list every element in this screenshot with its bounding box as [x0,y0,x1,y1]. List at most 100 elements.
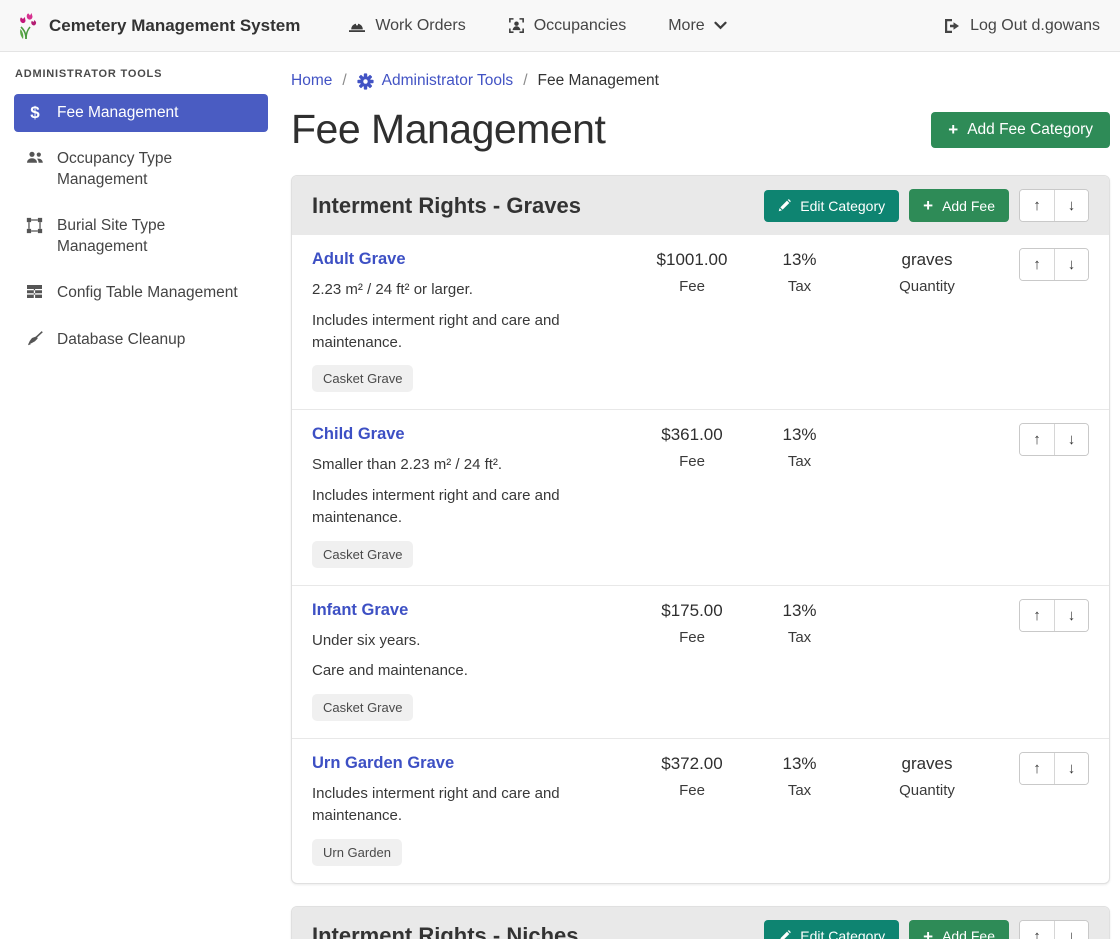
quantity-value: graves [901,250,953,269]
move-fee-down-button[interactable]: ↓ [1054,249,1088,280]
fee-amount-column: $1001.00 Fee [632,248,752,295]
fee-description: Under six years. [312,631,421,649]
plus-icon: + [923,926,934,939]
nav-item-more[interactable]: More [652,9,742,43]
fee-amount-label: Fee [679,628,705,646]
sidebar-item-burial-site-type-management[interactable]: Burial Site Type Management [14,207,268,266]
add-fee-button[interactable]: + Add Fee [909,919,1009,939]
add-fee-label: Add Fee [942,928,995,939]
move-fee-down-button[interactable]: ↓ [1054,599,1088,631]
move-category-up-button[interactable]: ↑ [1020,190,1054,221]
add-fee-button[interactable]: + Add Fee [909,189,1009,222]
fee-description: Care and maintenance. [312,662,468,680]
move-fee-down-button[interactable]: ↓ [1054,424,1088,456]
add-fee-category-label: Add Fee Category [967,120,1093,138]
sidebar-item-label: Occupancy Type Management [57,150,173,188]
sidebar-item-label: Fee Management [57,104,179,121]
sidebar-item-label: Burial Site Type Management [57,217,166,255]
fee-info: Urn Garden Grave Includes interment righ… [312,752,632,866]
category-actions: Edit Category + Add Fee ↑ ↓ [764,919,1089,939]
move-fee-up-button[interactable]: ↑ [1020,599,1054,631]
fee-reorder-group: ↑ ↓ [1019,752,1089,785]
tax-value: 13% [782,754,817,773]
breadcrumb-admin-tools-label: Administrator Tools [381,72,514,89]
fee-type-badge: Casket Grave [312,540,414,568]
chevron-down-icon [714,21,727,30]
move-category-down-button[interactable]: ↓ [1054,190,1088,221]
nav-item-work-orders[interactable]: Work Orders [332,9,481,43]
edit-category-label: Edit Category [800,197,886,214]
tulip-logo-icon [18,12,40,40]
quantity-column-empty [847,423,1007,425]
move-fee-up-button[interactable]: ↑ [1020,249,1054,280]
category-title: Interment Rights - Graves [312,192,581,218]
plus-icon: + [923,196,934,215]
table-icon [26,284,44,299]
move-category-up-button[interactable]: ↑ [1020,920,1054,939]
fee-type-badge: Casket Grave [312,694,414,721]
category-header: Interment Rights - Graves Edit Category … [292,176,1109,235]
fee-row-child-grave: Child Grave Smaller than 2.23 m² / 24 ft… [292,409,1109,584]
category-reorder-group: ↑ ↓ [1019,189,1089,222]
breadcrumb-current: Fee Management [537,72,660,89]
sidebar-item-label: Database Cleanup [57,330,186,348]
quantity-column-empty [847,599,1007,601]
tax-label: Tax [787,628,812,646]
pencil-icon [778,199,792,212]
sidebar-item-fee-management[interactable]: $ Fee Management [14,94,268,133]
fee-row-infant-grave: Infant Grave Under six years. Care and m… [292,584,1109,739]
quantity-label: Quantity [899,278,955,295]
breadcrumb-separator: / [523,72,528,89]
category-title: Interment Rights - Niches [312,923,579,939]
edit-category-button[interactable]: Edit Category [764,189,900,222]
dollar-icon: $ [30,103,40,122]
fee-description: Smaller than 2.23 m² / 24 ft². [312,456,503,474]
logout-button[interactable]: Log Out d.gowans [941,9,1102,43]
fee-row-adult-grave: Adult Grave 2.23 m² / 24 ft² or larger. … [292,235,1109,409]
tax-column: 13% Tax [752,248,847,295]
fee-row-urn-garden-grave: Urn Garden Grave Includes interment righ… [292,738,1109,883]
fee-reorder-group: ↑ ↓ [1019,423,1089,457]
sidebar-item-config-table-management[interactable]: Config Table Management [14,274,268,312]
breadcrumb-home-link[interactable]: Home [291,72,333,89]
move-fee-up-button[interactable]: ↑ [1020,424,1054,456]
tax-label: Tax [787,453,812,471]
fee-name-link[interactable]: Child Grave [312,425,405,444]
tax-column: 13% Tax [752,752,847,799]
fee-amount: $361.00 [661,425,723,445]
app-brand: Cemetery Management System [18,12,300,40]
nav-item-label: More [668,16,705,34]
sidebar-heading: Administrator Tools [15,68,163,80]
add-fee-category-button[interactable]: + Add Fee Category [931,111,1110,148]
fee-reorder-group: ↑ ↓ [1019,598,1089,632]
quantity-column: graves Quantity [847,248,1007,295]
sidebar-item-occupancy-type-management[interactable]: Occupancy Type Management [14,140,268,199]
fee-name-link[interactable]: Adult Grave [312,250,406,268]
fee-category-card-graves: Interment Rights - Graves Edit Category … [291,175,1110,884]
plus-icon: + [948,120,959,139]
tax-label: Tax [787,278,812,295]
breadcrumb-admin-tools-link[interactable]: Administrator Tools [357,72,514,90]
breadcrumb-separator: / [342,72,347,89]
sidebar-item-database-cleanup[interactable]: Database Cleanup [14,321,268,359]
move-fee-up-button[interactable]: ↑ [1020,753,1054,784]
tax-column: 13% Tax [752,423,847,470]
pencil-icon [778,929,792,939]
nav-item-occupancies[interactable]: Occupancies [492,9,643,43]
tax-value: 13% [782,425,817,445]
fee-type-badge: Urn Garden [312,838,402,866]
bounding-box-icon [26,217,44,234]
move-fee-down-button[interactable]: ↓ [1054,753,1088,784]
fee-info: Infant Grave Under six years. Care and m… [312,599,632,721]
fee-info: Adult Grave 2.23 m² / 24 ft² or larger. … [312,248,632,393]
fee-name-link[interactable]: Infant Grave [312,600,409,619]
move-category-down-button[interactable]: ↓ [1054,920,1088,939]
category-header: Interment Rights - Niches Edit Category … [292,906,1109,939]
fee-name-link[interactable]: Urn Garden Grave [312,754,455,772]
fee-description: Includes interment right and care and ma… [312,785,560,824]
quantity-label: Quantity [899,782,955,799]
logout-icon [943,18,961,34]
tax-value: 13% [782,250,817,269]
top-navbar: Cemetery Management System Work Orders O… [0,0,1120,52]
edit-category-button[interactable]: Edit Category [764,920,900,939]
